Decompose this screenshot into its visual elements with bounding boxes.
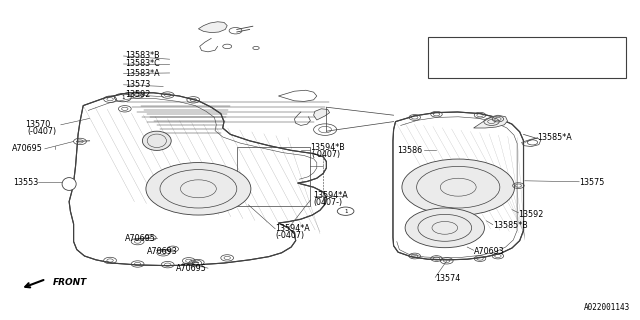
Text: 13583*A: 13583*A <box>125 69 159 78</box>
Text: 1: 1 <box>121 95 125 100</box>
Text: 1: 1 <box>438 66 442 70</box>
Text: (0101-      ): (0101- ) <box>500 63 566 73</box>
Polygon shape <box>474 115 508 128</box>
Bar <box>428 37 626 78</box>
Text: 13594*B: 13594*B <box>310 143 345 152</box>
Text: A70693: A70693 <box>455 43 485 52</box>
Text: 13585*B: 13585*B <box>493 221 527 230</box>
Text: 13592: 13592 <box>518 210 544 219</box>
Text: 13594*A: 13594*A <box>275 224 310 233</box>
Bar <box>237 147 310 206</box>
Polygon shape <box>393 112 524 260</box>
Text: J10645: J10645 <box>455 63 485 73</box>
Circle shape <box>405 208 484 248</box>
Text: A022001143: A022001143 <box>584 303 630 312</box>
Text: A70695: A70695 <box>125 234 156 243</box>
Ellipse shape <box>62 178 76 190</box>
Ellipse shape <box>143 131 172 150</box>
Text: (-0407): (-0407) <box>27 127 56 136</box>
Text: (      -0012): ( -0012) <box>500 43 566 52</box>
Text: 13570: 13570 <box>26 120 51 129</box>
Text: 13553: 13553 <box>13 178 38 187</box>
Text: A70695: A70695 <box>12 144 42 153</box>
Text: A70695: A70695 <box>176 264 207 273</box>
Text: 13575: 13575 <box>579 178 605 187</box>
Text: 13585*A: 13585*A <box>538 133 572 142</box>
Text: 13583*C: 13583*C <box>125 60 159 68</box>
Polygon shape <box>314 109 330 120</box>
Text: A70693: A70693 <box>474 247 504 256</box>
Text: 13574: 13574 <box>435 274 460 283</box>
Text: 13594*A: 13594*A <box>314 191 348 200</box>
Text: 13592: 13592 <box>125 90 150 99</box>
Text: (0407-): (0407-) <box>314 198 343 207</box>
Text: 13573: 13573 <box>125 80 150 89</box>
Polygon shape <box>69 93 326 266</box>
Text: (-0407): (-0407) <box>275 231 305 240</box>
Text: 1: 1 <box>438 45 442 50</box>
Circle shape <box>146 163 251 215</box>
Text: 13586: 13586 <box>397 146 422 155</box>
Polygon shape <box>198 22 227 33</box>
Text: 1: 1 <box>344 209 348 214</box>
Text: 13583*B: 13583*B <box>125 52 159 60</box>
Text: (-0407): (-0407) <box>312 150 341 159</box>
Circle shape <box>402 159 515 215</box>
Text: A70693: A70693 <box>147 247 178 256</box>
Text: FRONT: FRONT <box>52 278 87 287</box>
